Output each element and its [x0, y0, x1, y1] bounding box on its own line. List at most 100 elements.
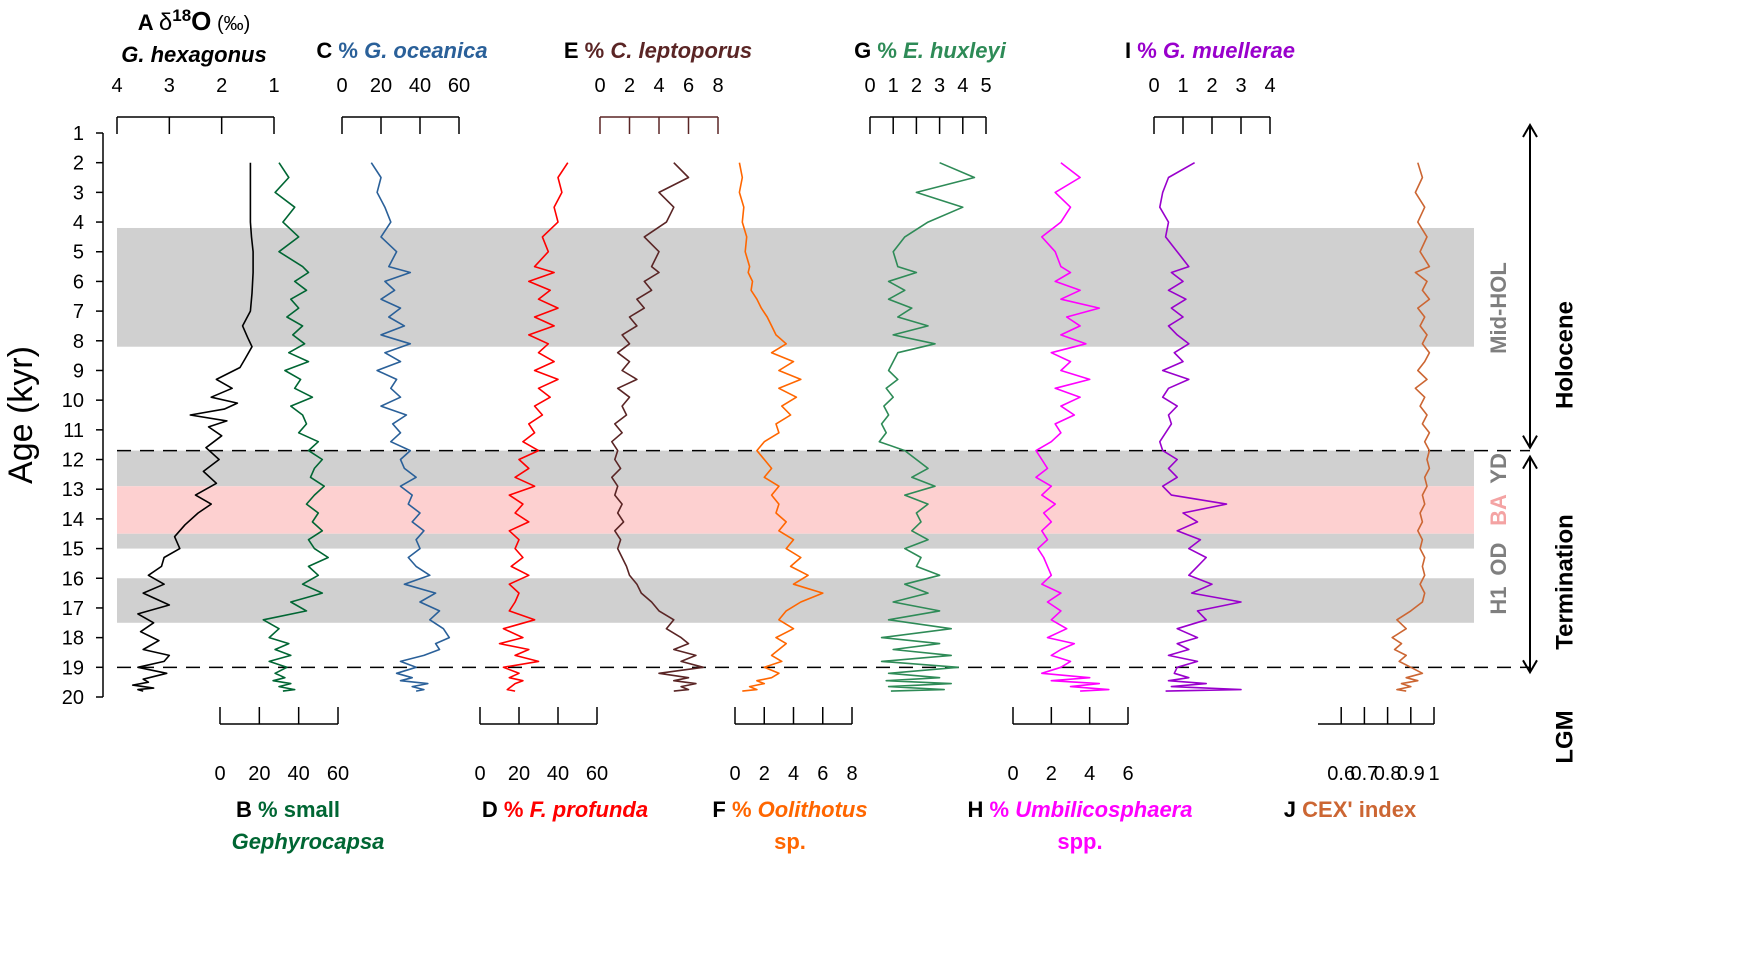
tick-label-h: 4 [1084, 763, 1095, 785]
age-tick-label: 5 [73, 242, 84, 264]
series-line-j [1391, 162, 1431, 692]
period-label-holocene: Holocene [1551, 301, 1578, 409]
arrow-head [1522, 123, 1538, 138]
title-i: I % G. muellerae [1125, 38, 1295, 63]
series-line-i [1159, 162, 1242, 692]
title-h: H % Umbilicosphaera [968, 797, 1193, 822]
tick-label-b: 20 [248, 763, 270, 785]
tick-label-a: 4 [111, 75, 122, 97]
series-line-d [498, 162, 569, 692]
age-tick-label: 20 [62, 687, 84, 709]
subtitle-f: sp. [774, 829, 806, 854]
tick-label-i: 1 [1177, 75, 1188, 97]
arrow-head [1522, 454, 1538, 470]
title-d: D % F. profunda [482, 797, 648, 822]
age-tick-label: 2 [73, 153, 84, 175]
age-tick-label: 17 [62, 598, 84, 620]
age-tick-label: 4 [73, 212, 84, 234]
tick-label-i: 0 [1148, 75, 1159, 97]
band-od [117, 533, 1474, 549]
age-tick-label: 12 [62, 450, 84, 472]
title-f: F % Oolithotus [712, 797, 867, 822]
tick-label-e: 4 [653, 75, 664, 97]
period-arrows: Holocene Termination LGM [1522, 123, 1578, 764]
tick-label-a: 1 [268, 75, 279, 97]
tick-label-i: 3 [1235, 75, 1246, 97]
title-b: B % small [236, 797, 340, 822]
series-line-h [1035, 162, 1110, 692]
subtitle-h: spp. [1057, 829, 1102, 854]
series-line-e [610, 162, 705, 692]
tick-label-c: 40 [409, 75, 431, 97]
title-j: J CEX' index [1284, 797, 1417, 822]
tick-label-d: 40 [547, 763, 569, 785]
tick-label-j: 0.9 [1397, 763, 1425, 785]
age-tick-label: 1 [73, 123, 84, 145]
tick-label-f: 0 [729, 763, 740, 785]
tick-label-b: 40 [288, 763, 310, 785]
tick-label-c: 20 [370, 75, 392, 97]
tick-label-c: 0 [336, 75, 347, 97]
tick-label-g: 4 [957, 75, 968, 97]
age-tick-label: 16 [62, 568, 84, 590]
band-label-od: OD [1486, 543, 1511, 576]
tick-label-f: 8 [846, 763, 857, 785]
tick-label-e: 6 [683, 75, 694, 97]
climate-bands [117, 227, 1474, 623]
tick-label-j: 1 [1428, 763, 1439, 785]
age-tick-label: 10 [62, 390, 84, 412]
tick-label-j: 0.7 [1350, 763, 1378, 785]
tick-label-i: 2 [1206, 75, 1217, 97]
subtitle-a: G. hexagonus [121, 42, 266, 67]
arrow-head [1522, 435, 1538, 450]
age-tick-label: 8 [73, 331, 84, 353]
tick-label-f: 4 [788, 763, 799, 785]
tick-label-j: 0.6 [1327, 763, 1355, 785]
age-tick-label: 14 [62, 509, 84, 531]
tick-label-a: 3 [164, 75, 175, 97]
tick-label-a: 2 [216, 75, 227, 97]
tick-label-j: 0.8 [1374, 763, 1402, 785]
title-e: E % C. leptoporus [564, 38, 752, 63]
series-line-g [878, 161, 976, 692]
dashed-boundary-lines [117, 449, 1530, 669]
tick-label-h: 6 [1122, 763, 1133, 785]
tick-label-b: 60 [327, 763, 349, 785]
tick-label-e: 0 [594, 75, 605, 97]
tick-label-d: 60 [586, 763, 608, 785]
band-yd [117, 450, 1474, 487]
tick-label-g: 2 [911, 75, 922, 97]
band-h1 [117, 578, 1474, 623]
series-lines [131, 161, 1431, 692]
tick-label-e: 2 [624, 75, 635, 97]
age-tick-label: 18 [62, 628, 84, 650]
band-label-ba: BA [1486, 494, 1511, 526]
age-tick-label: 19 [62, 657, 84, 679]
title-g: G % E. huxleyi [854, 38, 1007, 63]
tick-label-d: 20 [508, 763, 530, 785]
band-label-h1: H1 [1486, 586, 1511, 614]
age-tick-label: 13 [62, 479, 84, 501]
period-label-lgm: LGM [1551, 710, 1578, 763]
tick-label-e: 8 [712, 75, 723, 97]
tick-label-g: 3 [934, 75, 945, 97]
tick-label-i: 4 [1264, 75, 1275, 97]
band-labels: Mid-HOL YD BA OD H1 [1486, 262, 1511, 614]
age-tick-label: 7 [73, 301, 84, 323]
age-tick-label: 11 [63, 420, 84, 442]
title-c: C % G. oceanica [316, 38, 487, 63]
title-a: A δ18O (‰) [138, 6, 251, 36]
age-tick-label: 15 [62, 539, 84, 561]
period-label-termination: Termination [1551, 514, 1578, 650]
band-label-yd: YD [1486, 453, 1511, 484]
series-line-f [738, 162, 824, 692]
tick-label-g: 5 [980, 75, 991, 97]
age-tick-label: 3 [73, 182, 84, 204]
band-mid-hol [117, 227, 1474, 347]
tick-label-d: 0 [474, 763, 485, 785]
age-tick-label: 6 [73, 271, 84, 293]
